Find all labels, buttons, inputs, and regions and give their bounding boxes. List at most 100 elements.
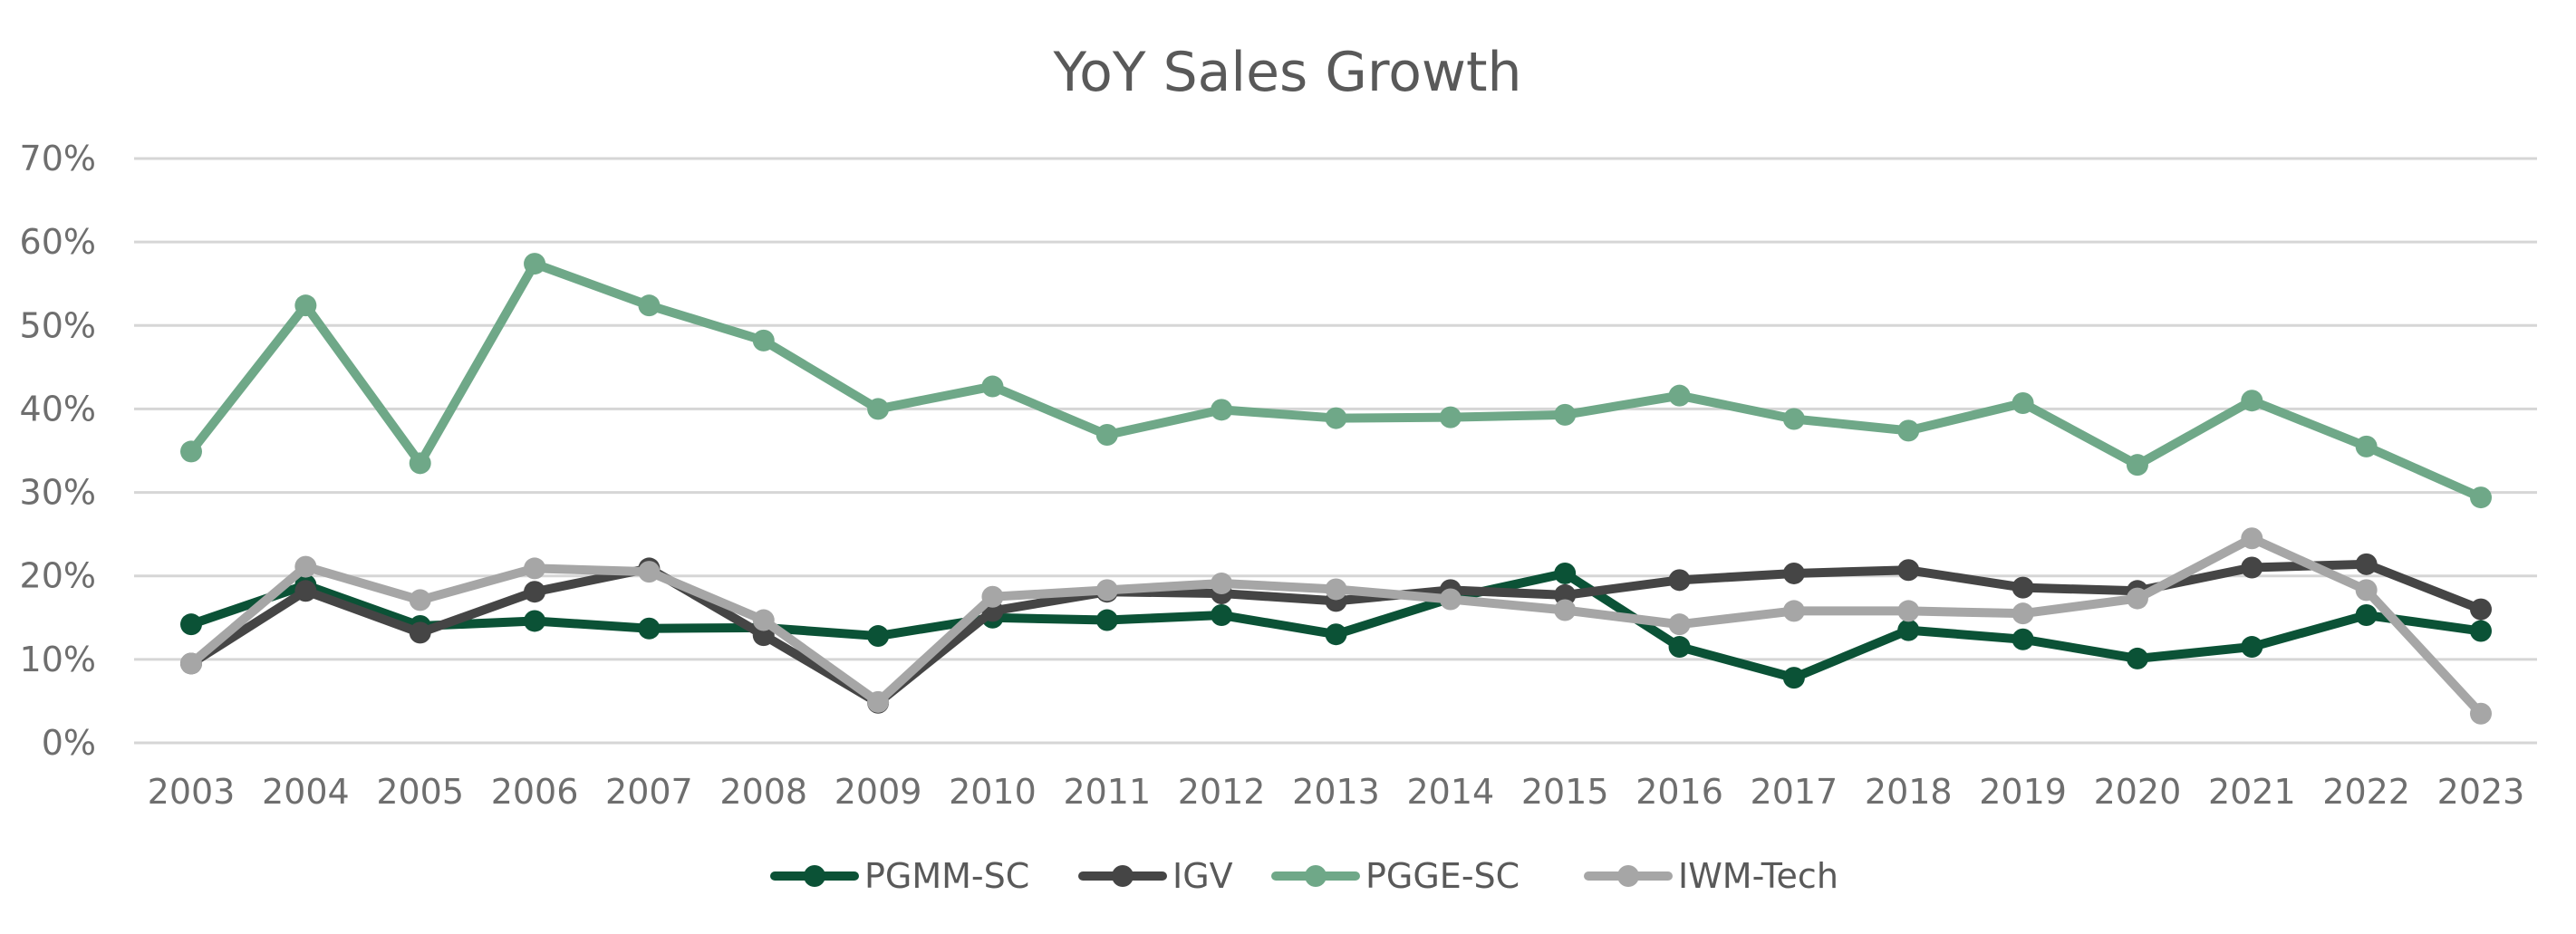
y-tick-label: 60% <box>20 222 96 262</box>
x-tick-label: 2023 <box>2437 772 2525 812</box>
data-point <box>2355 579 2378 602</box>
data-point <box>409 452 431 475</box>
data-point <box>1897 600 1920 622</box>
legend-swatch-marker <box>1112 865 1134 887</box>
x-tick-label: 2011 <box>1063 772 1151 812</box>
x-tick-label: 2017 <box>1751 772 1838 812</box>
legend: PGMM-SC IGV PGGE-SC IWM-Tech <box>770 856 1838 896</box>
data-point <box>1211 573 1233 595</box>
data-point <box>2012 391 2034 414</box>
x-tick-label: 2021 <box>2208 772 2296 812</box>
data-point <box>867 690 890 713</box>
x-tick-label: 2018 <box>1865 772 1953 812</box>
data-point <box>409 589 431 611</box>
x-tick-label: 2016 <box>1635 772 1723 812</box>
data-point <box>2012 628 2034 650</box>
y-tick-label: 10% <box>20 640 96 679</box>
legend-item: PGMM-SC <box>770 856 1029 896</box>
data-point <box>2012 576 2034 599</box>
x-tick-label: 2004 <box>262 772 350 812</box>
x-tick-label: 2013 <box>1292 772 1380 812</box>
data-point <box>1095 609 1118 631</box>
data-point <box>2470 702 2492 725</box>
data-point <box>524 557 546 580</box>
data-point <box>1782 562 1805 584</box>
x-tick-label: 2007 <box>605 772 693 812</box>
data-point <box>638 294 661 317</box>
y-tick-label: 70% <box>20 139 96 178</box>
data-point <box>1095 579 1118 602</box>
y-tick-label: 50% <box>20 305 96 345</box>
data-point <box>1439 588 1462 611</box>
data-point <box>2126 647 2148 669</box>
legend-item: IGV <box>1078 856 1233 896</box>
legend-label: PGMM-SC <box>864 856 1029 896</box>
data-point <box>1554 599 1577 621</box>
data-point <box>2241 636 2263 659</box>
x-tick-label: 2020 <box>2094 772 2182 812</box>
data-point <box>1554 583 1577 606</box>
data-point <box>294 555 317 578</box>
data-point <box>180 613 202 636</box>
x-tick-label: 2022 <box>2322 772 2410 812</box>
data-point <box>1668 613 1691 636</box>
x-tick-label: 2010 <box>949 772 1037 812</box>
series-iwm-tech <box>180 527 2492 725</box>
data-point <box>1439 406 1462 428</box>
data-point <box>1782 600 1805 622</box>
y-tick-label: 30% <box>20 473 96 513</box>
data-point <box>294 294 317 317</box>
x-tick-label: 2019 <box>1979 772 2067 812</box>
data-point <box>981 585 1004 608</box>
data-point <box>2470 486 2492 509</box>
series-pgge-sc <box>180 253 2492 509</box>
data-point <box>294 580 317 602</box>
data-point <box>752 329 775 351</box>
data-point <box>2126 587 2148 610</box>
data-point <box>1668 384 1691 407</box>
data-point <box>638 617 661 640</box>
data-point <box>981 375 1004 398</box>
data-point <box>2126 454 2148 477</box>
y-axis-ticks: 0% 10% 20% 30% 40% 50% 60% 70% <box>20 139 96 763</box>
series-lines <box>180 253 2492 725</box>
x-tick-label: 2008 <box>719 772 807 812</box>
data-point <box>180 652 202 675</box>
x-tick-label: 2012 <box>1178 772 1266 812</box>
data-point <box>1325 623 1347 646</box>
data-point <box>1211 399 1233 421</box>
data-point <box>524 581 546 603</box>
legend-swatch-marker <box>1617 865 1639 887</box>
data-point <box>524 610 546 632</box>
data-point <box>752 609 775 631</box>
y-tick-label: 20% <box>20 556 96 596</box>
data-point <box>180 440 202 463</box>
data-point <box>1554 562 1577 584</box>
y-tick-label: 40% <box>20 389 96 428</box>
data-point <box>1668 569 1691 592</box>
data-point <box>2241 527 2263 550</box>
data-point <box>867 398 890 420</box>
data-point <box>524 253 546 275</box>
data-point <box>2355 435 2378 457</box>
data-point <box>867 625 890 648</box>
y-tick-label: 0% <box>42 723 96 763</box>
x-tick-label: 2003 <box>148 772 236 812</box>
data-point <box>1095 423 1118 446</box>
data-point <box>1554 403 1577 426</box>
data-point <box>1782 667 1805 689</box>
data-point <box>2470 598 2492 621</box>
data-point <box>2355 553 2378 575</box>
data-point <box>2470 620 2492 642</box>
x-tick-label: 2006 <box>491 772 579 812</box>
data-point <box>2012 602 2034 625</box>
data-point <box>638 561 661 583</box>
data-point <box>2355 604 2378 627</box>
data-point <box>1897 619 1920 641</box>
x-tick-label: 2014 <box>1406 772 1494 812</box>
x-axis-ticks: 2003 2004 2005 2006 2007 2008 2009 2010 2011 2012… <box>148 772 2525 812</box>
x-tick-label: 2005 <box>376 772 464 812</box>
x-tick-label: 2015 <box>1521 772 1609 812</box>
legend-item: PGGE-SC <box>1271 856 1520 896</box>
